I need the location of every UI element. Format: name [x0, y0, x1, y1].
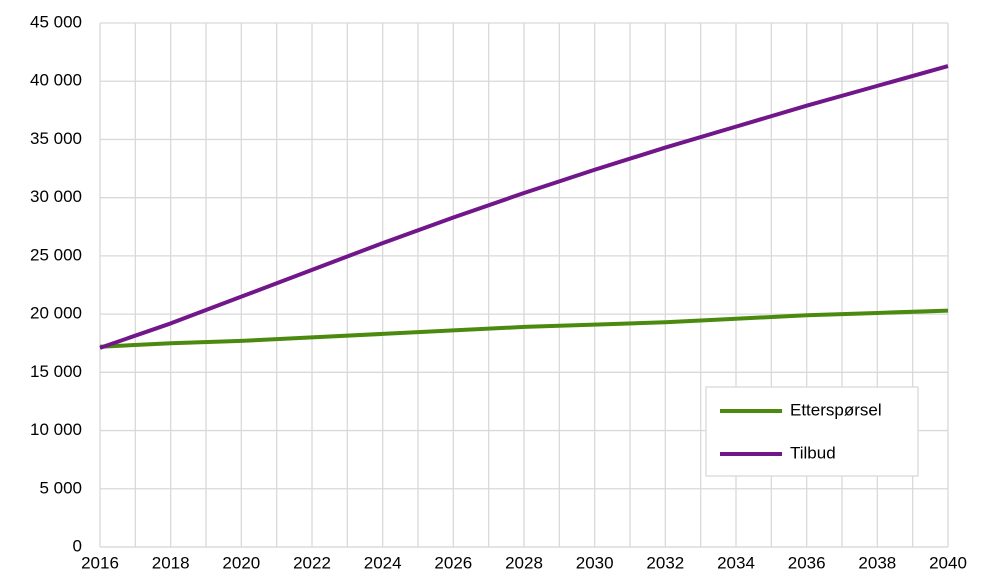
y-tick-label: 5 000 — [39, 478, 82, 497]
y-tick-label: 15 000 — [30, 362, 82, 381]
x-tick-label: 2020 — [222, 553, 260, 572]
y-tick-label: 10 000 — [30, 420, 82, 439]
x-tick-label: 2030 — [576, 553, 614, 572]
x-tick-label: 2022 — [293, 553, 331, 572]
x-tick-label: 2034 — [717, 553, 755, 572]
series-line — [99, 64, 949, 350]
y-tick-label: 30 000 — [30, 187, 82, 206]
x-tick-label: 2036 — [788, 553, 826, 572]
x-tick-label: 2038 — [858, 553, 896, 572]
x-tick-label: 2032 — [646, 553, 684, 572]
y-tick-label: 0 — [73, 536, 82, 555]
x-tick-label: 2018 — [152, 553, 190, 572]
x-tick-label: 2024 — [364, 553, 402, 572]
y-tick-label: 20 000 — [30, 304, 82, 323]
series-line — [99, 308, 949, 349]
x-tick-label: 2040 — [929, 553, 967, 572]
x-tick-label: 2026 — [434, 553, 472, 572]
legend-box — [705, 386, 919, 477]
x-tick-label: 2028 — [505, 553, 543, 572]
legend-label: Etterspørsel — [790, 400, 882, 419]
y-tick-label: 40 000 — [30, 71, 82, 90]
y-tick-label: 25 000 — [30, 245, 82, 264]
legend-label: Tilbud — [790, 443, 836, 462]
y-tick-label: 45 000 — [30, 12, 82, 31]
x-tick-label: 2016 — [81, 553, 119, 572]
y-tick-label: 35 000 — [30, 129, 82, 148]
